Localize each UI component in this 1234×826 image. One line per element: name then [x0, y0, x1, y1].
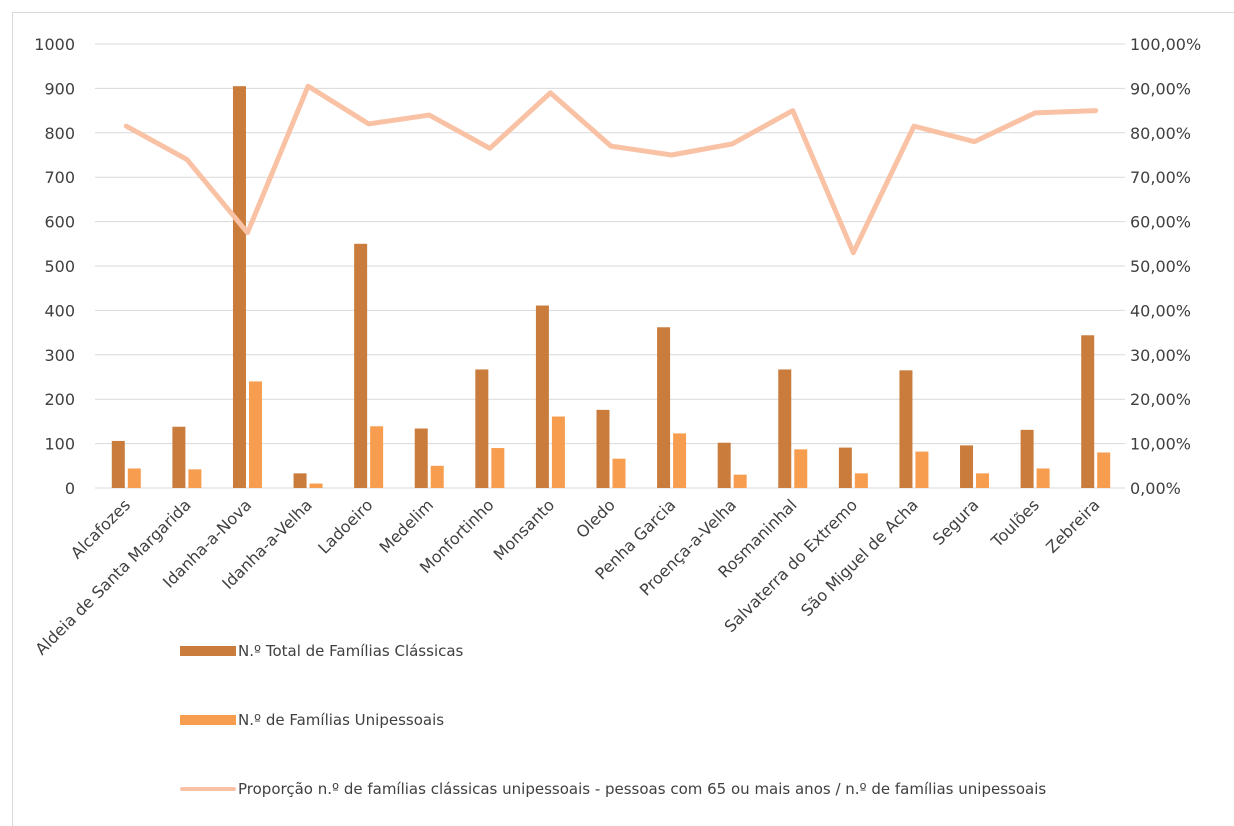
- bar-unipessoais: [1036, 468, 1050, 488]
- legend-label-unipessoais: N.º de Famílias Unipessoais: [238, 711, 445, 729]
- bar-unipessoais: [551, 416, 565, 488]
- left-tick-label: 900: [44, 79, 75, 98]
- legend-swatch-proporcao: [180, 787, 236, 791]
- right-tick-label: 90,00%: [1130, 79, 1191, 98]
- legend-item-total: N.º Total de Famílias Clássicas: [180, 641, 463, 661]
- bar-unipessoais: [248, 381, 262, 488]
- left-tick-label: 700: [44, 168, 75, 187]
- bar-unipessoais: [370, 426, 384, 488]
- bar-unipessoais: [915, 451, 929, 488]
- left-tick-label: 300: [44, 346, 75, 365]
- category-label: Oledo: [572, 495, 619, 542]
- proportion-line: [123, 83, 1099, 256]
- bar-unipessoais: [491, 448, 505, 488]
- right-tick-label: 50,00%: [1130, 257, 1191, 276]
- bar-unipessoais: [794, 449, 808, 488]
- bar-total: [899, 370, 913, 488]
- category-label: Segura: [929, 495, 983, 549]
- right-tick-label: 10,00%: [1130, 435, 1191, 454]
- right-tick-label: 40,00%: [1130, 301, 1191, 320]
- bar-unipessoais: [976, 473, 990, 488]
- bar-unipessoais: [854, 473, 868, 488]
- left-tick-label: 1000: [34, 35, 75, 54]
- bar-total: [535, 305, 549, 488]
- bar-total: [232, 86, 246, 489]
- bar-unipessoais: [309, 483, 323, 488]
- bar-total: [354, 243, 368, 488]
- category-label: Toulões: [987, 495, 1043, 551]
- bar-total: [1081, 335, 1095, 488]
- left-tick-label: 400: [44, 301, 75, 320]
- bar-unipessoais: [733, 474, 747, 488]
- bar-total: [596, 409, 610, 488]
- left-axis-ticks: 0 100 200 300 400 500 600 700 800 900 1000: [34, 35, 75, 498]
- right-tick-label: 60,00%: [1130, 213, 1191, 232]
- category-label: Medelim: [375, 495, 437, 557]
- left-tick-label: 200: [44, 390, 75, 409]
- legend-swatch-unipessoais: [180, 715, 236, 725]
- category-label: Zebreira: [1042, 495, 1103, 556]
- bar-total: [172, 426, 186, 488]
- chart-frame: [12, 12, 1234, 826]
- right-tick-label: 70,00%: [1130, 168, 1191, 187]
- left-tick-label: 0: [65, 479, 75, 498]
- legend-label-proporcao: Proporção n.º de famílias clássicas unip…: [238, 780, 1047, 798]
- right-tick-label: 100,00%: [1130, 35, 1201, 54]
- bar-total: [657, 327, 671, 488]
- right-tick-label: 0,00%: [1130, 479, 1181, 498]
- gridlines: [95, 43, 1125, 489]
- left-tick-label: 100: [44, 435, 75, 454]
- legend-item-unipessoais: N.º de Famílias Unipessoais: [180, 710, 444, 730]
- bar-total: [838, 447, 852, 488]
- left-tick-label: 600: [44, 213, 75, 232]
- bar-total: [1020, 429, 1034, 488]
- bar-total: [475, 369, 489, 488]
- bar-unipessoais: [673, 433, 687, 488]
- line-proporcao: [123, 83, 1099, 256]
- category-label: São Miguel de Acha: [797, 495, 922, 620]
- bar-total: [414, 428, 428, 488]
- category-label: Monsanto: [490, 495, 559, 564]
- bars: [111, 86, 1111, 489]
- right-tick-label: 30,00%: [1130, 346, 1191, 365]
- right-tick-label: 80,00%: [1130, 124, 1191, 143]
- left-tick-label: 800: [44, 124, 75, 143]
- right-axis-ticks: 0,00% 10,00% 20,00% 30,00% 40,00% 50,00% 60,00…: [1130, 35, 1201, 498]
- bar-unipessoais: [127, 468, 141, 488]
- bar-unipessoais: [188, 469, 202, 488]
- bar-unipessoais: [1097, 452, 1111, 488]
- bar-total: [960, 445, 974, 488]
- bar-total: [293, 473, 307, 488]
- legend-swatch-total: [180, 646, 236, 656]
- bar-total: [778, 369, 792, 488]
- bar-total: [111, 440, 125, 488]
- bar-total: [717, 442, 731, 488]
- category-label: Ladoeiro: [314, 495, 376, 557]
- legend-item-proporcao: Proporção n.º de famílias clássicas unip…: [180, 779, 1098, 799]
- right-tick-label: 20,00%: [1130, 390, 1191, 409]
- left-tick-label: 500: [44, 257, 75, 276]
- bar-unipessoais: [430, 465, 444, 488]
- bar-unipessoais: [612, 458, 626, 488]
- legend-label-total: N.º Total de Famílias Clássicas: [238, 642, 464, 660]
